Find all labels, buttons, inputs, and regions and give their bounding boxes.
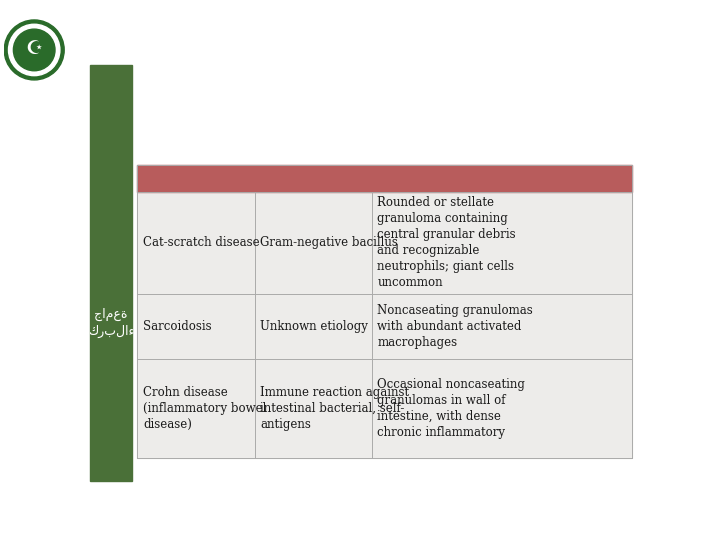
Circle shape — [4, 20, 64, 80]
Text: Immune reaction against
intestinal bacterial, self-
antigens: Immune reaction against intestinal bacte… — [260, 386, 409, 431]
Text: Noncaseating granulomas
with abundant activated
macrophages: Noncaseating granulomas with abundant ac… — [377, 304, 533, 349]
Text: Crohn disease
(inflammatory bowel
disease): Crohn disease (inflammatory bowel diseas… — [143, 386, 266, 431]
Text: Sarcoidosis: Sarcoidosis — [143, 320, 212, 333]
Text: Cat-scratch disease: Cat-scratch disease — [143, 237, 260, 249]
Text: Occasional noncaseating
granulomas in wall of
intestine, with dense
chronic infl: Occasional noncaseating granulomas in wa… — [377, 378, 526, 439]
Bar — [138, 165, 632, 192]
Circle shape — [14, 29, 55, 71]
Text: Unknown etiology: Unknown etiology — [260, 320, 368, 333]
Text: Gram-negative bacillus: Gram-negative bacillus — [260, 237, 398, 249]
Text: Rounded or stellate
granuloma containing
central granular debris
and recognizabl: Rounded or stellate granuloma containing… — [377, 197, 516, 289]
Circle shape — [9, 24, 60, 76]
Text: ☪: ☪ — [25, 39, 43, 58]
Bar — [138, 165, 632, 458]
Text: جامعة
كربلاء: جامعة كربلاء — [88, 307, 134, 338]
Bar — [90, 65, 132, 481]
